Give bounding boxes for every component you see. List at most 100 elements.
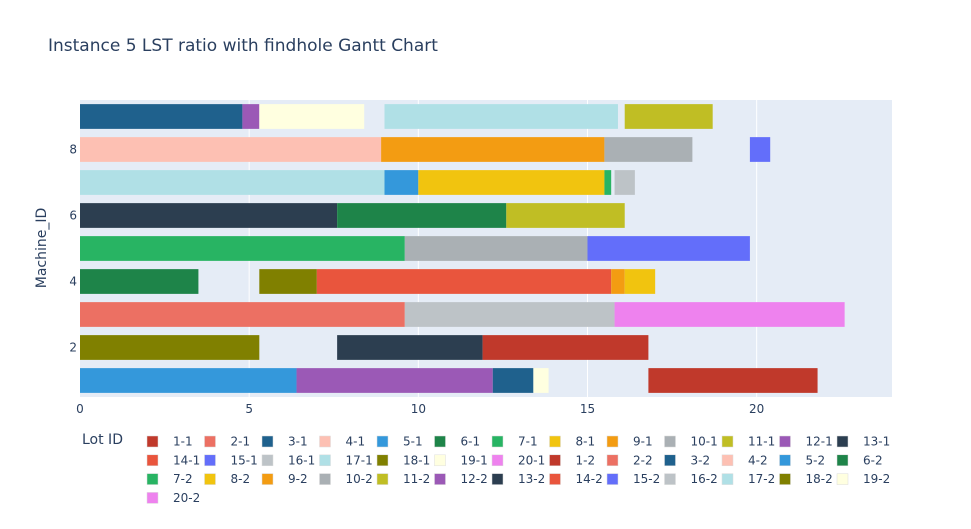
task-bar[interactable] [80, 104, 243, 129]
task-bar[interactable] [80, 368, 297, 393]
legend-item[interactable]: 1-1 [146, 435, 193, 449]
legend-swatch [836, 435, 849, 448]
legend-item[interactable]: 2-2 [606, 453, 653, 467]
task-bar[interactable] [492, 368, 534, 393]
legend-item[interactable]: 19-2 [836, 472, 890, 486]
legend-item[interactable]: 20-1 [491, 453, 545, 467]
legend-item[interactable]: 6-1 [434, 435, 481, 449]
task-bar[interactable] [404, 302, 615, 327]
legend-label: 15-2 [633, 472, 660, 486]
legend-item[interactable]: 9-1 [606, 435, 653, 449]
task-bar[interactable] [337, 335, 483, 360]
task-bar[interactable] [259, 104, 365, 129]
legend-item[interactable]: 14-2 [549, 472, 603, 486]
legend-item[interactable]: 15-1 [204, 453, 258, 467]
legend-item[interactable]: 20-2 [146, 491, 200, 505]
legend-label: 14-1 [173, 453, 200, 467]
legend-label: 8-1 [576, 435, 596, 449]
legend-item[interactable]: 5-1 [376, 435, 423, 449]
legend-item[interactable]: 3-2 [664, 453, 711, 467]
legend-item[interactable]: 18-1 [376, 453, 430, 467]
legend-item[interactable]: 13-2 [491, 472, 545, 486]
legend-item[interactable]: 2-1 [204, 435, 251, 449]
legend-item[interactable]: 7-1 [491, 435, 538, 449]
task-bar[interactable] [533, 368, 549, 393]
task-bar[interactable] [80, 335, 260, 360]
legend-item[interactable]: 11-1 [721, 435, 775, 449]
task-bar[interactable] [604, 170, 612, 195]
legend-swatch [606, 473, 619, 485]
legend-item[interactable]: 4-2 [721, 453, 768, 467]
legend-swatch [491, 473, 504, 485]
legend-item[interactable]: 8-2 [204, 472, 251, 486]
legend-label: 18-1 [403, 453, 430, 467]
legend-swatch [721, 435, 734, 448]
task-bar[interactable] [381, 137, 605, 162]
legend-item[interactable]: 17-2 [721, 472, 775, 486]
task-bar[interactable] [624, 269, 656, 294]
task-bar[interactable] [418, 170, 605, 195]
task-bar[interactable] [80, 170, 385, 195]
legend-swatch [204, 473, 216, 485]
legend-item[interactable]: 12-1 [779, 435, 833, 449]
task-bar[interactable] [80, 203, 338, 228]
legend-swatch [319, 473, 331, 485]
task-bar[interactable] [384, 104, 618, 129]
legend-label: 10-2 [346, 472, 373, 486]
legend-label: 17-2 [748, 472, 775, 486]
task-bar[interactable] [604, 137, 693, 162]
task-bar[interactable] [614, 170, 635, 195]
legend-item[interactable]: 14-1 [146, 453, 200, 467]
legend-item[interactable]: 11-2 [376, 472, 430, 486]
legend-item[interactable]: 16-2 [664, 472, 718, 486]
legend-item[interactable]: 9-2 [261, 472, 308, 486]
y-axis-label: Machine_ID [34, 208, 50, 289]
legend-item[interactable]: 3-1 [261, 435, 308, 449]
task-bar[interactable] [404, 236, 588, 261]
task-bar[interactable] [80, 137, 382, 162]
legend-item[interactable]: 7-2 [146, 472, 193, 486]
legend-item[interactable]: 18-2 [779, 472, 833, 486]
task-bar[interactable] [587, 236, 750, 261]
task-bar[interactable] [80, 302, 405, 327]
task-bar[interactable] [80, 269, 199, 294]
task-bar[interactable] [242, 104, 260, 129]
task-bar[interactable] [259, 269, 317, 294]
task-bar[interactable] [384, 170, 419, 195]
legend-swatch [606, 454, 619, 467]
legend[interactable]: 1-1 2-1 3-1 4-1 5-1 6-1 7-1 8-1 9-1 10-1 11-1 12-1 1… [146, 435, 890, 505]
task-bar[interactable] [614, 302, 845, 327]
legend-item[interactable]: 19-1 [434, 453, 488, 467]
task-bar[interactable] [648, 368, 818, 393]
legend-item[interactable]: 12-2 [434, 472, 488, 486]
legend-item[interactable]: 8-1 [549, 435, 596, 449]
legend-item[interactable]: 10-2 [319, 472, 373, 486]
x-tick-label: 15 [580, 402, 595, 416]
legend-swatch [779, 473, 791, 485]
legend-item[interactable]: 5-2 [779, 453, 826, 467]
task-bars [80, 104, 845, 393]
legend-item[interactable]: 6-2 [836, 453, 883, 467]
task-bar[interactable] [611, 269, 625, 294]
legend-swatch [434, 435, 446, 448]
legend-item[interactable]: 17-1 [319, 453, 373, 467]
task-bar[interactable] [296, 368, 493, 393]
task-bar[interactable] [506, 203, 625, 228]
legend-swatch [549, 454, 561, 467]
legend-item[interactable]: 15-2 [606, 472, 660, 486]
task-bar[interactable] [80, 236, 405, 261]
legend-item[interactable]: 13-1 [836, 435, 890, 449]
task-bar[interactable] [624, 104, 713, 129]
legend-item[interactable]: 16-1 [261, 453, 315, 467]
legend-item[interactable]: 4-1 [319, 435, 366, 449]
legend-item[interactable]: 10-1 [664, 435, 718, 449]
task-bar[interactable] [482, 335, 649, 360]
task-bar[interactable] [337, 203, 507, 228]
legend-swatch [836, 473, 849, 485]
legend-item[interactable]: 1-2 [549, 453, 596, 467]
legend-label: 19-1 [461, 453, 488, 467]
x-tick-label: 0 [76, 402, 84, 416]
task-bar[interactable] [749, 137, 771, 162]
task-bar[interactable] [316, 269, 612, 294]
legend-swatch [836, 454, 849, 467]
